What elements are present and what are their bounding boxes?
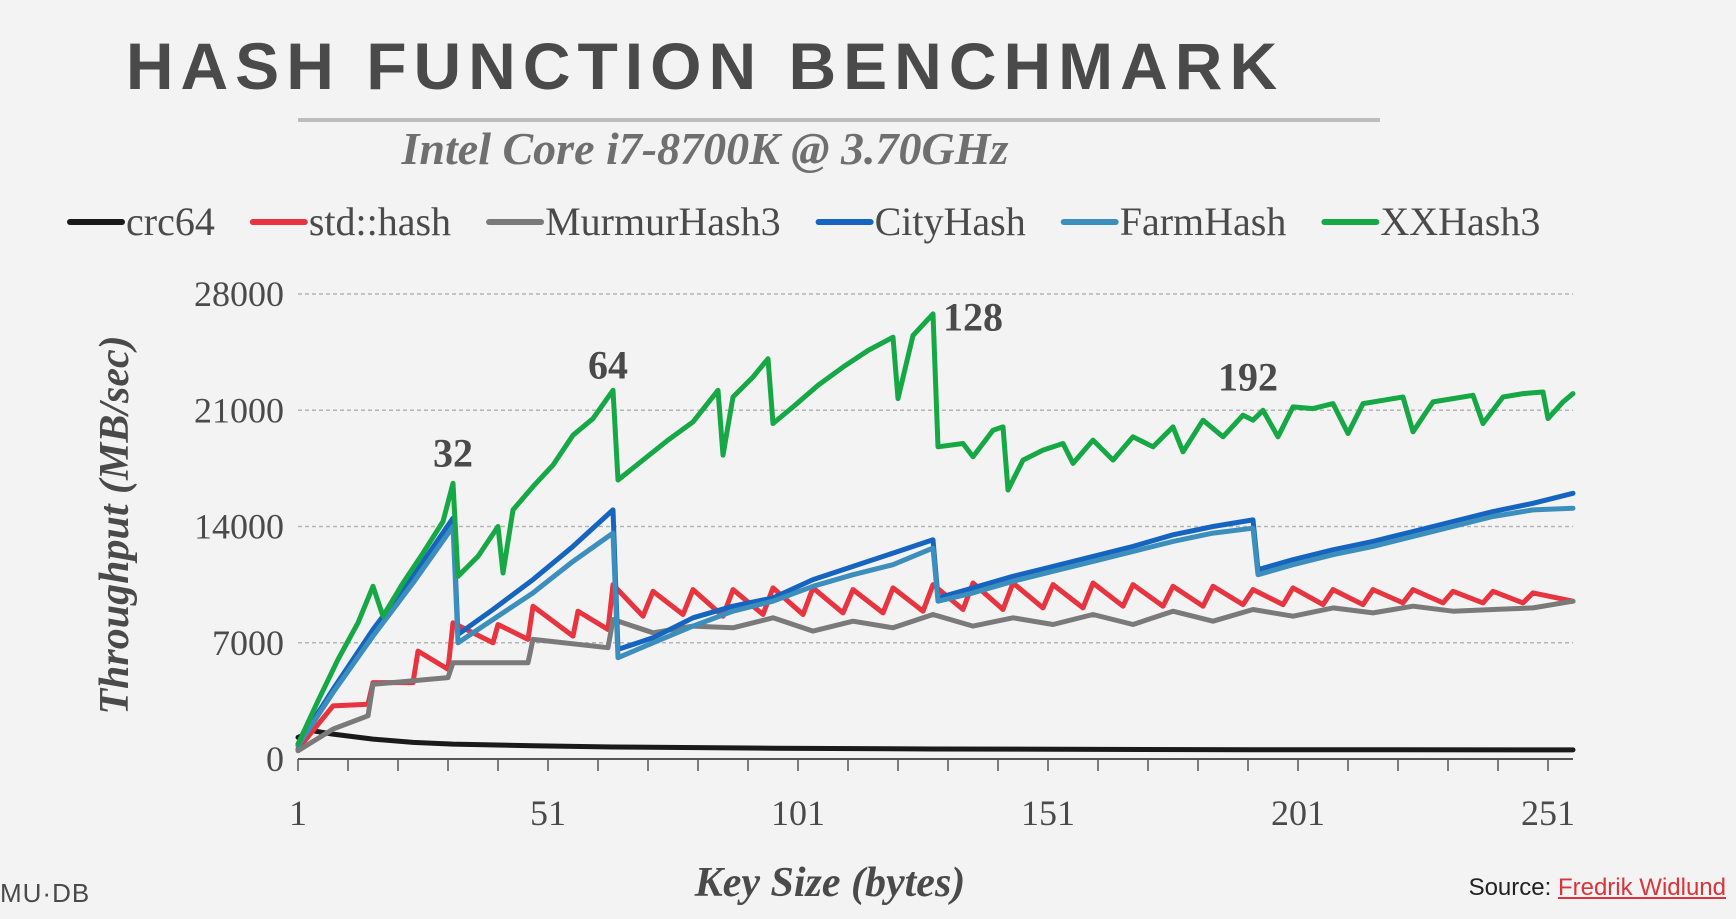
y-tick-label: 28000 — [194, 274, 284, 314]
legend-label-farmhash: FarmHash — [1120, 199, 1287, 244]
series-line-murmurhash3 — [295, 598, 1576, 754]
slide-subtitle: Intel Core i7-8700K @ 3.70GHz — [401, 123, 1009, 174]
source-label: Source: — [1468, 874, 1552, 901]
series-line-cityhash — [295, 490, 1576, 747]
y-tick-label: 0 — [266, 739, 284, 779]
legend-label-std-hash: std::hash — [309, 199, 451, 244]
source-note: Source: Fredrik Widlund — [1469, 874, 1726, 902]
x-tick-label: 51 — [530, 793, 566, 833]
legend-label-murmurhash3: MurmurHash3 — [545, 199, 781, 244]
x-axis-title: Key Size (bytes) — [694, 860, 966, 906]
legend-label-crc64: crc64 — [126, 199, 215, 244]
annotation-label: 64 — [588, 343, 628, 388]
series-line-xxhash3 — [295, 311, 1576, 747]
annotation-label: 192 — [1218, 354, 1278, 399]
series-layer — [295, 311, 1576, 754]
x-tick-label: 151 — [1021, 793, 1075, 833]
series-line-farmhash — [295, 505, 1576, 749]
y-tick-label: 7000 — [212, 623, 284, 663]
annotation-label: 32 — [433, 431, 473, 476]
legend-label-xxhash3: XXHash3 — [1380, 199, 1540, 244]
legend: crc64 std::hash MurmurHash3 CityHash FarmHas… — [67, 199, 1540, 244]
series-line-std-hash — [295, 580, 1576, 752]
x-tick-label: 101 — [771, 793, 825, 833]
x-tick-label: 201 — [1271, 793, 1325, 833]
annotation-label: 128 — [943, 295, 1003, 340]
x-tick-label: 1 — [289, 793, 307, 833]
source-link[interactable]: Fredrik Widlund — [1557, 874, 1726, 901]
legend-label-cityhash: CityHash — [875, 199, 1026, 244]
y-axis-title: Throughput (MB/sec) — [92, 335, 138, 714]
annotation-layer: 32 64 128 192 — [433, 295, 1278, 476]
y-tick-label: 21000 — [194, 390, 284, 430]
title-rule — [298, 118, 1380, 122]
logo: MU·DB — [0, 878, 91, 908]
y-tick-label: 14000 — [194, 507, 284, 547]
slide-title: HASH FUNCTION BENCHMARK — [125, 29, 1285, 103]
series-line-crc64 — [295, 728, 1576, 753]
x-tick-label: 251 — [1521, 793, 1575, 833]
